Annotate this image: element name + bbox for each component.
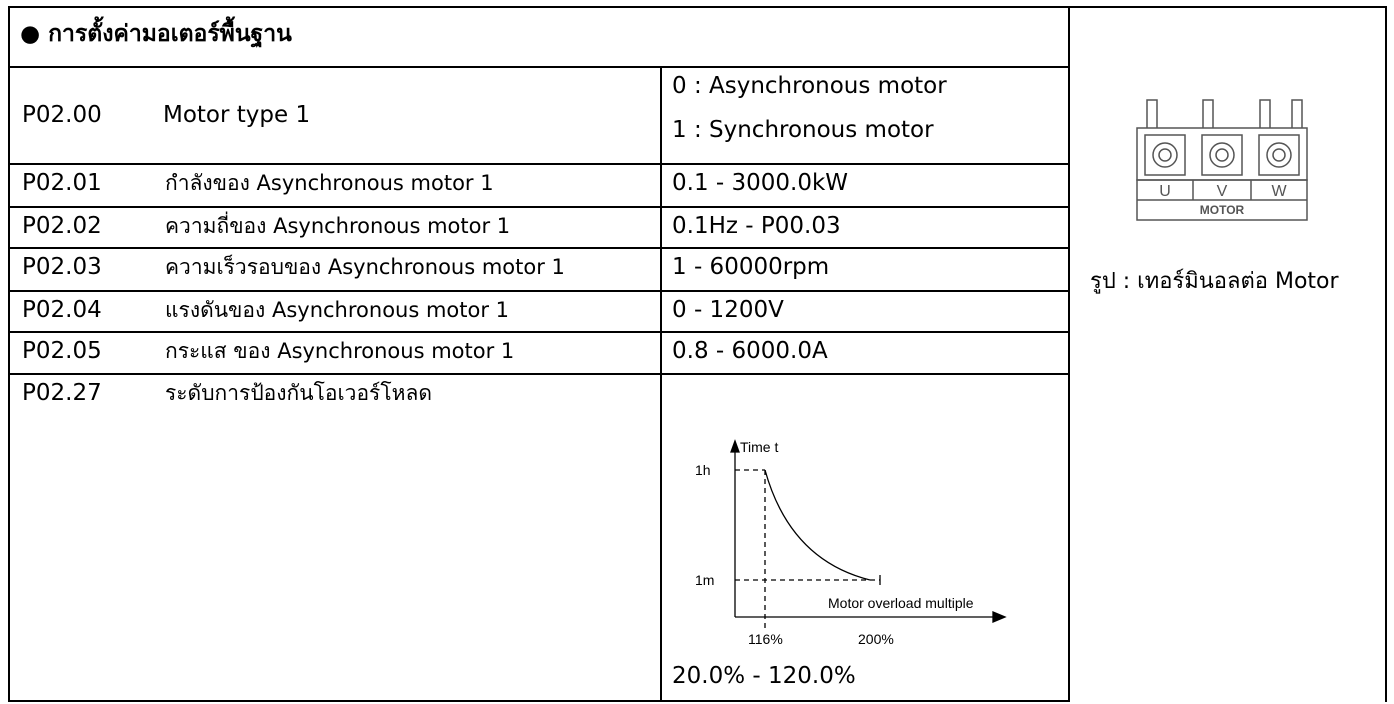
terminal-label: V [1217, 183, 1228, 200]
graph-label: 116% [748, 631, 783, 647]
graph-label: Time t [740, 439, 778, 455]
graph-label: Motor overload multiple [828, 595, 974, 611]
graph-label: 1m [695, 572, 714, 588]
terminal-label: U [1159, 183, 1171, 200]
graph-label: 1h [695, 462, 711, 478]
graph-label: 200% [858, 631, 894, 647]
page: ● การตั้งค่ามอเตอร์พื้นฐาน รูป : เทอร์มิ… [0, 0, 1394, 704]
terminal-drawing [1137, 100, 1307, 220]
figures: Time t 1h 1m Motor overload multiple 116% 200… [0, 0, 1394, 704]
terminal-name: MOTOR [1200, 203, 1245, 217]
terminal-label: W [1271, 183, 1287, 200]
